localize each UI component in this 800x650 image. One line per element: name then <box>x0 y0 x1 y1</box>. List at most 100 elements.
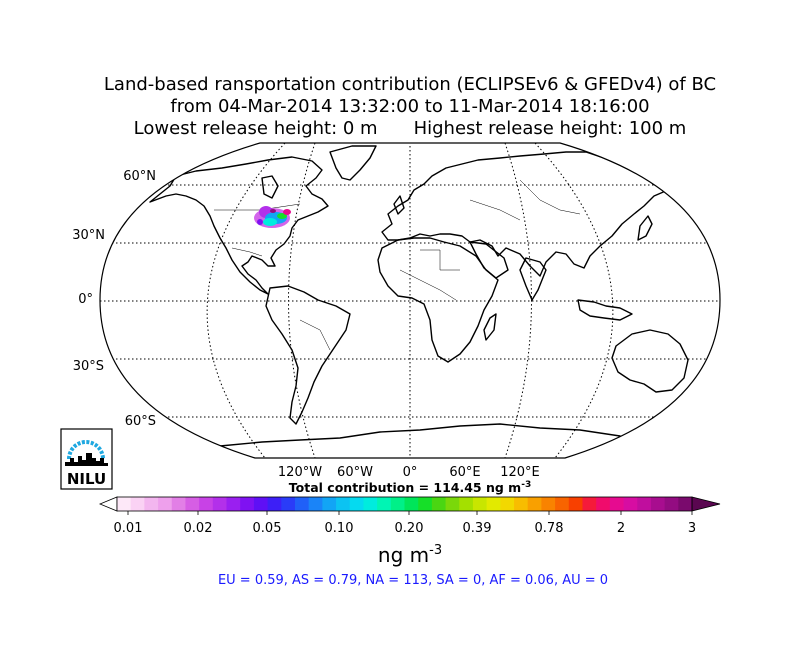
colorbar-segment <box>308 497 323 511</box>
colorbar-segment <box>117 497 132 511</box>
colorbar-tick-label: 2 <box>617 521 625 536</box>
colorbar-segment <box>294 497 310 511</box>
colorbar-segment <box>185 497 200 511</box>
colorbar-segment <box>212 497 228 511</box>
colorbar-tick-label: 0.78 <box>535 521 564 536</box>
colorbar-segment <box>514 497 529 511</box>
colorbar-segment <box>527 497 542 511</box>
units-exponent: -3 <box>429 543 442 558</box>
colorbar-under-arrow <box>98 496 118 512</box>
colorbar-segment <box>349 497 364 511</box>
north-america-coast <box>149 156 329 295</box>
colorbar-segment <box>322 497 337 511</box>
colorbar-segment <box>199 497 214 511</box>
colorbar-units: ng m-3 <box>378 543 442 567</box>
australia-coast <box>611 329 689 393</box>
colorbar-segment <box>171 497 186 511</box>
colorbar-tick-label: 0.01 <box>114 521 143 536</box>
plume-hotspot-2 <box>270 209 276 213</box>
colorbar-segment <box>637 497 652 511</box>
colorbar-tick-label: 3 <box>688 521 696 536</box>
plume-hotspot-1 <box>283 209 291 215</box>
colorbar-segment <box>486 497 501 511</box>
colorbar-segment <box>555 497 570 511</box>
lat-label-0: 0° <box>78 292 93 307</box>
title-line-3: Lowest release height: 0 m Highest releas… <box>0 118 800 140</box>
map-area <box>100 143 720 458</box>
colorbar-segment <box>541 497 556 511</box>
colorbar-segment <box>144 497 159 511</box>
indonesia-coast <box>577 299 633 321</box>
new-zealand-coast <box>695 381 705 405</box>
country-borders <box>214 179 581 351</box>
highest-release-height: Highest release height: 100 m <box>413 118 687 139</box>
border-asia-2 <box>469 199 521 221</box>
regional-contributions: EU = 0.59, AS = 0.79, NA = 113, SA = 0, … <box>217 573 609 588</box>
logo-arc <box>67 440 105 460</box>
colorbar-segment <box>418 497 433 511</box>
plume <box>254 206 291 228</box>
colorbar-segment <box>596 497 611 511</box>
eurasia-coast <box>381 151 669 277</box>
colorbar-segment <box>582 497 597 511</box>
lon-label-120e: 120°E <box>500 465 540 480</box>
colorbar-segment <box>336 497 351 511</box>
colorbar-segment <box>568 497 583 511</box>
total-contribution: Total contribution = 114.45 ng m-3 <box>289 480 531 495</box>
colorbar-segment <box>431 497 447 511</box>
colorbar-segment <box>459 497 474 511</box>
colorbar-segment <box>500 497 515 511</box>
colorbar-segment <box>472 497 488 511</box>
coastlines <box>149 145 705 458</box>
colorbar-segment <box>363 497 378 511</box>
antarctica-coast <box>185 423 671 458</box>
uk-coast <box>393 195 405 215</box>
colorbar-tick-label: 0.10 <box>325 521 354 536</box>
lat-label-60n: 60°N <box>123 169 156 184</box>
lat-label-30n: 30°N <box>72 228 105 243</box>
colorbar-tick-label: 0.05 <box>253 521 282 536</box>
colorbar-frame <box>116 496 693 512</box>
border-asia-1 <box>519 179 581 215</box>
colorbar-segment <box>445 497 460 511</box>
colorbar-segments <box>117 497 693 511</box>
border-africa-1 <box>420 249 460 271</box>
meridian-60w <box>288 143 316 458</box>
colorbar-tick-label: 0.02 <box>184 521 213 536</box>
lat-label-60s: 60°S <box>125 414 156 429</box>
total-contribution-value: Total contribution = 114.45 ng m <box>289 480 521 495</box>
colorbar-segment <box>253 497 269 511</box>
graticule <box>100 143 720 458</box>
globe-outline <box>99 142 721 459</box>
colorbar-over-arrow <box>691 496 721 512</box>
plume-lobe-south <box>257 219 263 225</box>
colorbar-segment <box>130 497 145 511</box>
logo-skyline <box>65 453 108 466</box>
border-us-mexico <box>231 247 263 257</box>
lon-label-120w: 120°W <box>278 465 322 480</box>
japan-coast <box>637 215 653 241</box>
greenland-coast <box>329 145 377 181</box>
colorbar-segment <box>240 497 255 511</box>
arabia-coast <box>469 241 509 279</box>
colorbar-segment <box>226 497 241 511</box>
title-line-2: from 04-Mar-2014 13:32:00 to 11-Mar-2014… <box>170 96 650 117</box>
colorbar-segment <box>390 497 405 511</box>
india-coast <box>519 257 547 301</box>
colorbar: 0.01 0.02 0.05 0.10 0.20 0.39 0.78 2 3 <box>98 496 721 536</box>
logo-text: NILU <box>67 470 106 488</box>
colorbar-segment <box>281 497 296 511</box>
colorbar-segment <box>267 497 282 511</box>
colorbar-tick-label: 0.39 <box>463 521 492 536</box>
nilu-logo: NILU <box>60 428 113 490</box>
lowest-release-height: Lowest release height: 0 m <box>133 118 378 139</box>
plume-inner-1 <box>263 218 277 226</box>
lon-label-0: 0° <box>403 465 418 480</box>
colorbar-segment <box>650 497 666 511</box>
colorbar-tick-label: 0.20 <box>395 521 424 536</box>
lat-label-30s: 30°S <box>73 359 104 374</box>
colorbar-segment <box>664 497 679 511</box>
colorbar-segment <box>404 497 419 511</box>
lon-label-60e: 60°E <box>449 465 480 480</box>
